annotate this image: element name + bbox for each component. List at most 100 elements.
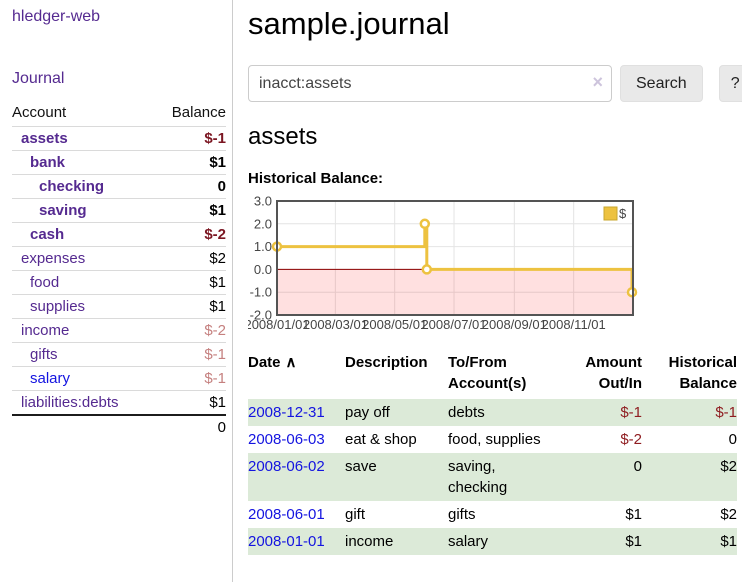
- y-tick-label: 3.0: [254, 194, 272, 209]
- sidebar-account-link[interactable]: gifts: [30, 346, 58, 363]
- sidebar-account-balance: $1: [153, 150, 226, 175]
- y-tick-label: 2.0: [254, 216, 272, 231]
- transaction-accounts: gifts: [448, 506, 476, 523]
- search-input[interactable]: [248, 65, 612, 102]
- sidebar-account-link[interactable]: salary: [30, 370, 71, 387]
- sidebar-account-balance: $-1: [153, 126, 226, 151]
- total-balance: 0: [153, 414, 226, 439]
- balance-chart: $3.0 2.0 1.0 0.0 -1.0 -2.02008/01/012008/03/0…: [248, 194, 638, 332]
- sidebar-account-link[interactable]: expenses: [21, 250, 86, 267]
- transaction-description: save: [345, 458, 377, 475]
- register-row: 2008-06-03 eat & shop food, supplies $-2 0: [248, 426, 737, 453]
- x-tick-label: 2008/05/01: [362, 317, 427, 332]
- sidebar-account-row: food $1: [12, 270, 226, 295]
- x-tick-label: 2008/09/01: [482, 317, 547, 332]
- register-row: 2008-12-31 pay off debts $-1 $-1: [248, 399, 737, 426]
- y-tick-label: 1.0: [254, 239, 272, 254]
- transaction-date-link[interactable]: 2008-06-01: [248, 506, 325, 523]
- x-tick-label: 2008/07/01: [421, 317, 486, 332]
- search-button[interactable]: Search: [620, 65, 703, 102]
- clear-search-icon[interactable]: ×: [592, 72, 603, 92]
- amount-column-header: Amount Out/In: [585, 354, 642, 392]
- sidebar-account-row: saving $1: [12, 198, 226, 223]
- y-tick-label: -1.0: [250, 285, 272, 300]
- search-bar: × Search ?: [248, 65, 742, 102]
- sidebar-account-link[interactable]: income: [21, 322, 70, 339]
- sidebar-account-link[interactable]: supplies: [30, 298, 86, 315]
- search-input-wrapper: ×: [248, 65, 612, 102]
- transaction-accounts: debts: [448, 404, 485, 421]
- sidebar-account-link[interactable]: bank: [30, 154, 66, 171]
- sidebar-account-row: gifts $-1: [12, 342, 226, 367]
- sidebar-account-link[interactable]: cash: [30, 226, 65, 243]
- x-tick-label: 2008/11/01: [542, 317, 606, 332]
- balance-column-header-main: Historical Balance: [668, 354, 737, 392]
- sidebar-account-balance: $-2: [153, 222, 226, 247]
- plot-border: [276, 200, 634, 316]
- x-tick-label: 2008/01/01: [248, 317, 310, 332]
- main-region: sample.journal × Search ? assets Histori…: [234, 0, 742, 555]
- transaction-accounts: food, supplies: [448, 431, 541, 448]
- sidebar-account-balance: $1: [153, 198, 226, 223]
- y-tick-label: -2.0: [250, 308, 272, 323]
- sidebar-account-row: income $-2: [12, 318, 226, 343]
- balance-column-header: Balance: [171, 104, 226, 121]
- sidebar-account-balance: $1: [153, 390, 226, 415]
- transaction-date-link[interactable]: 2008-06-03: [248, 431, 325, 448]
- negative-region: [277, 269, 633, 315]
- sidebar-account-balance: $-2: [153, 318, 226, 343]
- transaction-accounts: salary: [448, 533, 489, 550]
- sidebar-account-balance: $1: [153, 270, 226, 295]
- sidebar-account-row: cash $-2: [12, 222, 226, 247]
- transaction-balance: 0: [728, 431, 737, 448]
- register-table-body: 2008-12-31 pay off debts $-1 $-1 2008-06-03 ea…: [248, 399, 737, 555]
- sidebar-account-link[interactable]: assets: [21, 130, 68, 147]
- data-point-marker: [421, 264, 433, 275]
- register-row: 2008-06-02 save saving, checking 0 $2: [248, 453, 737, 501]
- help-button[interactable]: ?: [718, 65, 742, 102]
- transaction-date-link[interactable]: 2008-12-31: [248, 404, 325, 421]
- sidebar-total-row: 0: [12, 414, 226, 439]
- sort-ascending-icon: ∧: [285, 354, 297, 371]
- sidebar-account-table-body: assets $-1 bank $1 checking 0 saving $1 cash $-2 e…: [12, 126, 226, 415]
- sidebar-account-balance: $-1: [153, 342, 226, 367]
- sidebar-account-link[interactable]: food: [30, 274, 60, 291]
- tofrom-column-header: To/From Account(s): [448, 354, 527, 392]
- sidebar-account-link[interactable]: liabilities:debts: [21, 394, 119, 411]
- date-column-header[interactable]: Date ∧: [248, 354, 297, 371]
- transaction-accounts: saving, checking: [448, 458, 508, 496]
- transaction-amount: 0: [633, 458, 642, 475]
- sidebar-account-row: liabilities:debts $1: [12, 390, 226, 415]
- transaction-description: income: [345, 533, 394, 550]
- account-balance-table: Account Balance assets $-1 bank $1 checking 0…: [12, 101, 226, 439]
- sidebar-account-row: checking 0: [12, 174, 226, 199]
- transaction-date-link[interactable]: 2008-06-02: [248, 458, 325, 475]
- register-row: 2008-06-01 gift gifts $1 $2: [248, 501, 737, 528]
- sidebar-account-link[interactable]: checking: [39, 178, 105, 195]
- account-column-header: Account: [12, 104, 67, 121]
- transaction-amount: $1: [625, 506, 642, 523]
- x-tick-label: 2008/03/01: [303, 317, 368, 332]
- description-column-header: Description: [345, 354, 428, 371]
- sidebar-account-row: assets $-1: [12, 126, 226, 151]
- register-header-row: Date ∧ Description To/From Account(s) Amo…: [248, 350, 737, 399]
- transaction-balance: $-1: [715, 404, 737, 421]
- sidebar-account-link[interactable]: saving: [39, 202, 87, 219]
- transaction-balance: $2: [720, 458, 737, 475]
- sidebar: hledger-web Journal Account Balance asse…: [0, 0, 233, 582]
- register-table: Date ∧ Description To/From Account(s) Amo…: [248, 350, 737, 555]
- app-brand-link[interactable]: hledger-web: [12, 8, 101, 25]
- y-tick-label: 0.0: [254, 262, 272, 277]
- legend-swatch: [603, 206, 618, 221]
- account-table-header-row: Account Balance: [12, 101, 226, 127]
- page-title: sample.journal: [248, 6, 450, 41]
- account-heading: assets: [248, 123, 318, 150]
- chart-heading: Historical Balance:: [248, 170, 384, 187]
- transaction-balance: $2: [720, 506, 737, 523]
- sidebar-account-row: salary $-1: [12, 366, 226, 391]
- sidebar-account-balance: 0: [153, 174, 226, 199]
- sidebar-account-row: expenses $2: [12, 246, 226, 271]
- sidebar-item-journal[interactable]: Journal: [12, 70, 65, 87]
- transaction-date-link[interactable]: 2008-01-01: [248, 533, 325, 550]
- transaction-description: gift: [345, 506, 366, 523]
